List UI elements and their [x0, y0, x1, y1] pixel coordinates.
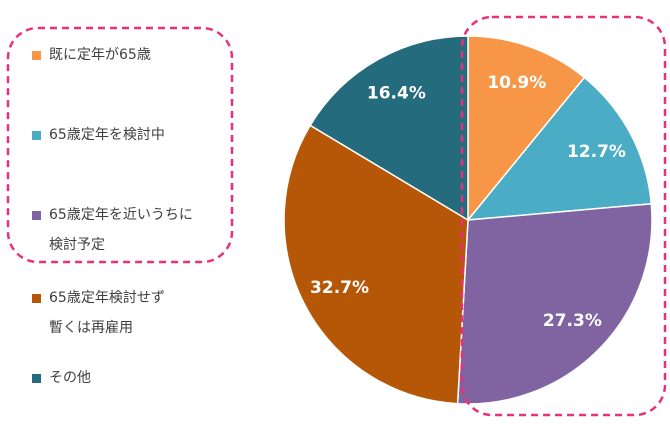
value-label: 10.9% [487, 73, 546, 93]
legend-item: 既に定年が65歳 [32, 40, 151, 70]
legend-swatch [32, 211, 41, 220]
legend-label: 65歳定年を近いうちに 検討予定 [49, 207, 193, 253]
legend-label: その他 [49, 370, 91, 386]
pie-slice [467, 35, 586, 223]
legend-item: その他 [32, 363, 91, 393]
value-label: 16.4% [367, 84, 426, 104]
legend-swatch [32, 131, 41, 140]
legend-item: 65歳定年を近いうちに 検討予定 [32, 200, 193, 260]
legend-label: 既に定年が65歳 [49, 47, 151, 63]
pie-slice [466, 76, 653, 221]
legend-swatch [32, 294, 41, 303]
value-label: 12.7% [567, 142, 626, 162]
legend-item: 65歳定年検討せず 暫くは再雇用 [32, 283, 165, 343]
pie-slice [283, 124, 469, 405]
legend-label: 65歳定年検討せず 暫くは再雇用 [49, 290, 165, 336]
legend-item: 65歳定年を検討中 [32, 120, 165, 150]
legend-label: 65歳定年を検討中 [49, 127, 165, 143]
legend-swatch [32, 374, 41, 383]
pie-slice [456, 203, 653, 405]
value-label: 32.7% [310, 278, 369, 298]
value-label: 27.3% [543, 311, 602, 331]
pie-slice [309, 35, 469, 222]
legend-swatch [32, 51, 41, 60]
